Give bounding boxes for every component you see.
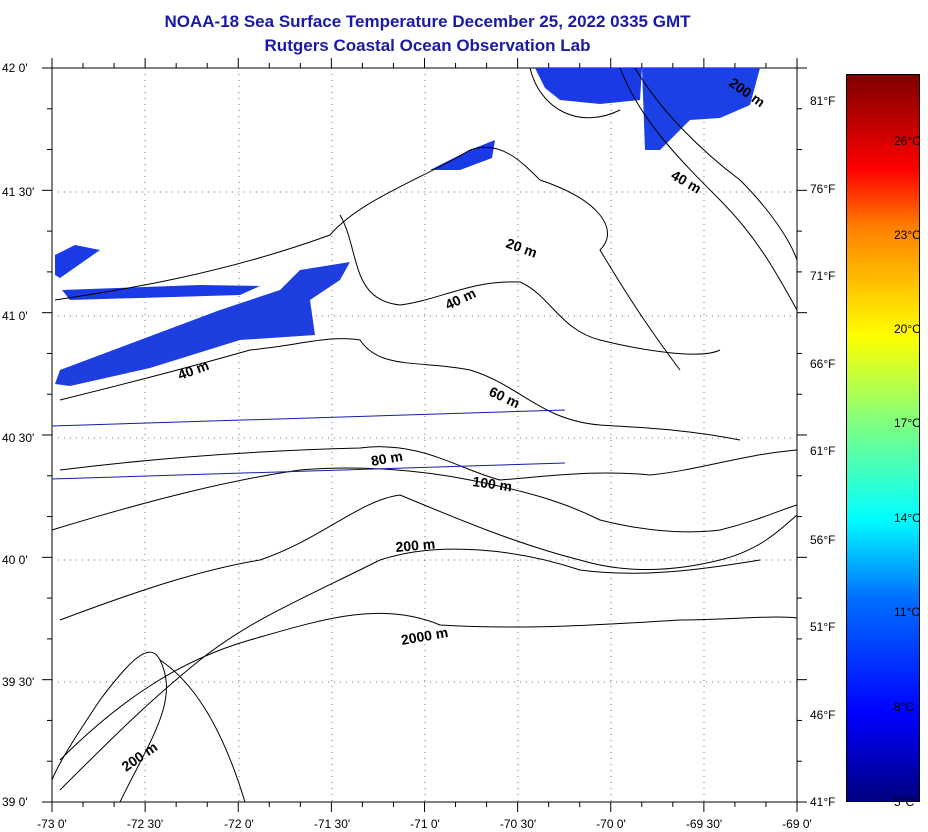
fahrenheit-label: 46°F [810,708,836,722]
celsius-label: 17°C [894,416,921,430]
fahrenheit-label: 81°F [810,94,836,108]
celsius-label: 5°C [894,795,915,809]
lon-label: -71 30' [313,817,351,831]
lon-label: -70 0' [596,817,626,831]
fahrenheit-label: 41°F [810,795,836,809]
fahrenheit-label: 66°F [810,357,836,371]
lat-label: 39 0' [2,795,28,809]
celsius-label: 20°C [894,322,921,336]
celsius-label: 14°C [894,511,921,525]
lat-label: 40 0' [2,553,28,567]
lat-label: 39 30' [2,675,35,689]
lon-label: -69 30' [685,817,723,831]
contour-label: 200 m [395,536,436,555]
lon-label: -69 0' [782,817,812,831]
transect-lines [51,409,566,480]
bathymetry-contours [51,67,798,803]
fahrenheit-label: 76°F [810,182,836,196]
fahrenheit-label: 51°F [810,620,836,634]
celsius-label: 23°C [894,228,921,242]
fahrenheit-label: 71°F [810,269,836,283]
lat-label: 41 30' [2,185,35,199]
map-title: NOAA-18 Sea Surface Temperature December… [164,12,691,31]
lon-label: -70 30' [499,817,537,831]
lon-label: -72 0' [224,817,254,831]
sst-patches [55,68,760,386]
celsius-label: 11°C [894,605,920,619]
lon-label: -73 0' [37,817,67,831]
lon-label: -72 30' [126,817,164,831]
contour-label: 100 m [472,473,514,494]
celsius-label: 26°C [894,134,921,148]
lat-label: 42 0' [2,61,28,75]
temperature-colorbar [846,74,920,802]
map-subtitle: Rutgers Coastal Ocean Observation Lab [264,36,591,55]
fahrenheit-label: 56°F [810,533,836,547]
graticule [52,68,797,802]
lon-label: -71 0' [410,817,440,831]
lat-label: 41 0' [2,309,28,323]
celsius-label: 8°C [894,700,915,714]
lat-label: 40 30' [2,431,35,445]
contour-label: 80 m [370,448,404,469]
fahrenheit-label: 61°F [810,444,836,458]
axis-ticks [42,58,807,812]
